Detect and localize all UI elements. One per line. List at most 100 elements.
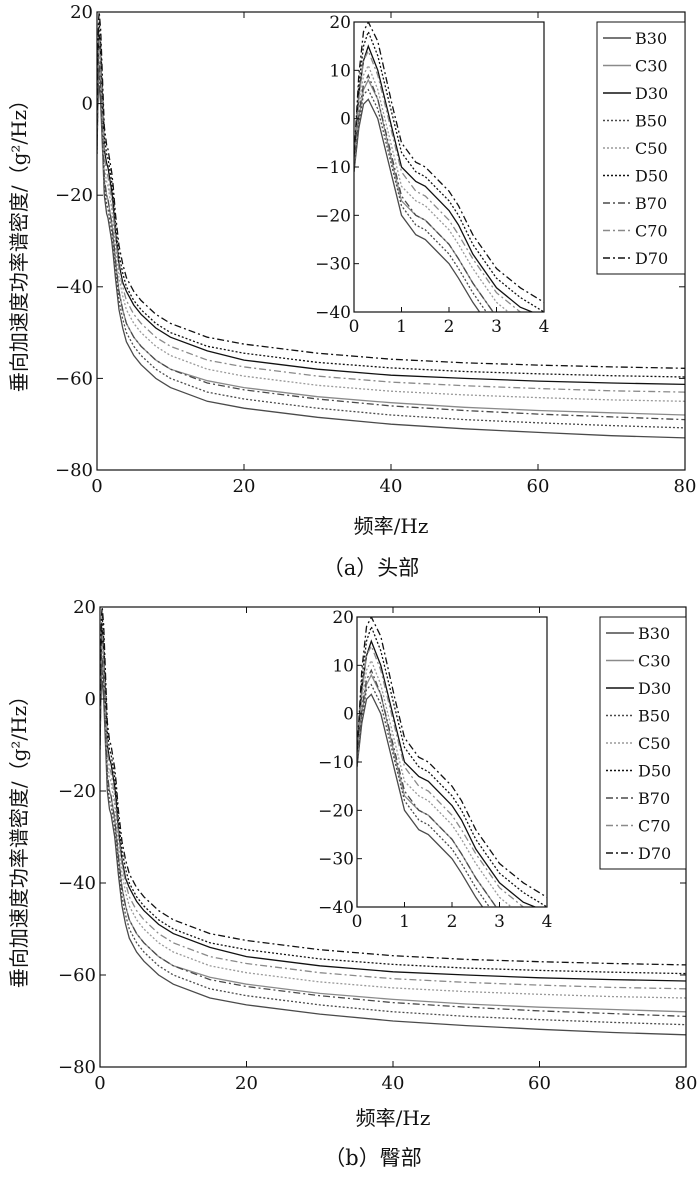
y-tick-label: −40 <box>58 873 96 894</box>
legend-label-D70: D70 <box>638 844 671 863</box>
inset-y-tick-label: −20 <box>315 206 351 226</box>
inset-x-tick-label: 0 <box>349 317 360 337</box>
inset-y-tick-label: −10 <box>315 158 351 178</box>
x-axis-label: 频率/Hz <box>354 514 429 538</box>
x-tick-label: 40 <box>380 476 403 497</box>
inset-y-tick-label: −20 <box>318 801 354 821</box>
y-tick-label: −60 <box>58 965 96 986</box>
inset-y-tick-label: −30 <box>318 850 354 870</box>
inset-line-D30 <box>354 44 534 312</box>
inset-line-C30 <box>354 78 494 312</box>
legend-label-C50: C50 <box>635 139 668 158</box>
series-line-C50 <box>100 648 686 999</box>
y-tick-label: 0 <box>85 689 96 710</box>
inset-x-tick-label: 4 <box>542 912 553 932</box>
x-tick-label: 0 <box>94 1073 105 1094</box>
legend-label-D30: D30 <box>635 84 668 103</box>
series-line-B50 <box>100 671 686 1026</box>
main-series-group <box>97 12 685 439</box>
chart-panel-b: 200−20−40−60−800 20 40 60 80频率/Hz垂向加速度功率谱密度/… <box>7 597 697 1170</box>
y-tick-label: 0 <box>82 94 93 115</box>
legend-label-B50: B50 <box>635 112 667 131</box>
inset-line-D70 <box>357 617 547 898</box>
inset-x-tick-label: 0 <box>352 912 363 932</box>
legend-label-B70: B70 <box>638 789 670 808</box>
legend-label-C30: C30 <box>635 57 668 76</box>
inset-y-tick-label: 0 <box>340 110 351 130</box>
legend-label-B30: B30 <box>635 29 667 48</box>
series-line-B50 <box>97 76 685 429</box>
inset-line-D70 <box>354 22 544 303</box>
y-tick-label: 20 <box>70 2 93 23</box>
inset-line-D30 <box>357 639 537 907</box>
x-tick-label: 20 <box>235 1073 258 1094</box>
legend: B30 C30 D30 B50 C50 D50 B70 C70 D70 <box>599 616 687 870</box>
series-line-D70 <box>100 607 686 966</box>
x-tick-label: 20 <box>233 476 256 497</box>
panel-caption: （a）头部 <box>323 556 420 580</box>
inset-y-tick-label: 20 <box>332 608 354 628</box>
inset-line-C70 <box>354 49 522 312</box>
x-tick-label: 60 <box>528 1073 551 1094</box>
inset-line-B30 <box>354 98 481 312</box>
inset-y-tick-label: −30 <box>315 255 351 275</box>
inset-line-D50 <box>357 624 547 907</box>
inset-x-tick-label: 3 <box>494 912 505 932</box>
legend: B30 C30 D30 B50 C50 D50 B70 C70 D70 <box>596 21 686 275</box>
inset-x-tick-label: 3 <box>491 317 502 337</box>
y-axis-label: 垂向加速度功率谱密度/（g²/Hz） <box>7 90 31 392</box>
x-tick-label: 40 <box>382 1073 405 1094</box>
series-line-B70 <box>97 62 685 421</box>
y-axis-label: 垂向加速度功率谱密度/（g²/Hz） <box>7 686 31 988</box>
y-tick-label: −20 <box>58 781 96 802</box>
inset-y-tick-label: −40 <box>315 303 351 323</box>
inset-x-tick-label: 4 <box>539 317 550 337</box>
inset-y-tick-label: 0 <box>343 705 354 725</box>
inset-line-B50 <box>357 683 491 907</box>
legend-label-C70: C70 <box>635 222 668 241</box>
inset-x-tick-label: 1 <box>396 317 407 337</box>
y-tick-label: −60 <box>55 368 93 389</box>
inset-series-group <box>354 22 544 312</box>
legend-label-B30: B30 <box>638 624 670 643</box>
y-tick-label: −80 <box>55 460 93 481</box>
inset-line-C50 <box>354 63 510 312</box>
x-tick-label: 60 <box>527 476 550 497</box>
legend-label-B50: B50 <box>638 707 670 726</box>
series-line-D50 <box>100 616 686 975</box>
inset-x-tick-label: 2 <box>447 912 458 932</box>
inset-line-C30 <box>357 673 497 907</box>
panel-caption: （b）臀部 <box>324 1146 421 1170</box>
series-line-C70 <box>100 634 686 990</box>
inset-background <box>354 22 544 312</box>
inset-y-tick-label: 10 <box>332 656 354 676</box>
inset-line-C70 <box>357 644 525 907</box>
inset-series-group <box>357 617 547 907</box>
inset-y-tick-label: 20 <box>329 13 351 33</box>
series-line-D70 <box>97 12 685 369</box>
y-tick-label: 20 <box>73 597 96 618</box>
inset-line-D50 <box>354 29 544 312</box>
x-axis-label: 频率/Hz <box>356 1106 431 1130</box>
inset-y-tick-label: 10 <box>329 61 351 81</box>
legend-label-D50: D50 <box>635 167 668 186</box>
legend-label-B70: B70 <box>635 194 667 213</box>
inset-x-tick-label: 2 <box>444 317 455 337</box>
legend-label-D50: D50 <box>638 762 671 781</box>
x-tick-label: 80 <box>675 1073 698 1094</box>
legend-label-C70: C70 <box>638 817 671 836</box>
series-line-C70 <box>97 39 685 393</box>
legend-label-C50: C50 <box>638 734 671 753</box>
inset-y-tick-label: −10 <box>318 753 354 773</box>
x-tick-label: 0 <box>91 476 102 497</box>
chart-panel-a: 200−20−40−60−800 20 40 60 80频率/Hz垂向加速度功率谱密度/… <box>7 2 696 580</box>
main-series-group <box>100 607 686 1036</box>
inset-line-B30 <box>357 693 484 907</box>
y-tick-label: −40 <box>55 277 93 298</box>
series-line-B70 <box>100 657 686 1018</box>
inset-y-tick-label: −40 <box>318 898 354 918</box>
inset-background <box>357 617 547 907</box>
legend-label-D70: D70 <box>635 249 668 268</box>
